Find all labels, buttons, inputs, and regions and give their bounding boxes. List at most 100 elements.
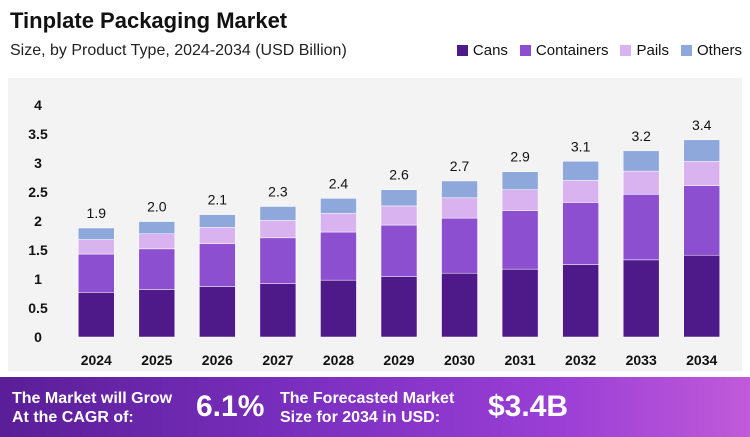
bar-segment-containers <box>683 185 720 256</box>
bar-segment-cans <box>138 289 176 338</box>
bar-total-label: 2.9 <box>510 149 530 165</box>
bar-total-label: 2.7 <box>450 158 470 174</box>
x-tick-label: 2025 <box>141 352 172 368</box>
x-tick-label: 2032 <box>565 352 596 368</box>
y-tick-label: 3 <box>34 155 42 171</box>
x-tick-label: 2026 <box>202 352 233 368</box>
legend-label-containers: Containers <box>535 42 609 59</box>
legend-item-pails: Pails <box>620 42 669 59</box>
bar-segment-others <box>562 161 599 181</box>
bar-segment-others <box>138 221 176 235</box>
bar-segment-others <box>380 189 418 207</box>
bar-total-label: 2.0 <box>147 199 167 215</box>
bar-segment-containers <box>441 217 478 274</box>
bar-segment-containers <box>501 210 539 270</box>
cagr-label-line1: The Market will Grow <box>12 390 173 407</box>
cagr-label: The Market will Grow At the CAGR of: <box>12 389 172 427</box>
bar-segment-cans <box>683 254 720 338</box>
bar-segment-cans <box>78 292 115 338</box>
bar-segment-pails <box>562 180 599 203</box>
bar-segment-pails <box>380 205 418 226</box>
y-tick-label: 0 <box>34 329 42 345</box>
bar-total-label: 2.4 <box>329 175 349 191</box>
legend-item-cans: Cans <box>456 42 508 59</box>
bar-total-label: 2.3 <box>268 184 288 200</box>
bar-total-label: 3.4 <box>692 117 712 133</box>
x-tick-label: 2030 <box>444 352 475 368</box>
bar-segment-others <box>320 198 357 214</box>
bar-total-label: 3.1 <box>571 138 591 154</box>
bar-segment-cans <box>622 259 660 338</box>
forecast-label-line2: Size for 2034 in USD: <box>280 409 441 426</box>
x-tick-label: 2033 <box>626 352 657 368</box>
bar-segment-cans <box>380 276 418 338</box>
bar-segment-others <box>78 227 115 240</box>
x-tick-label: 2027 <box>262 352 293 368</box>
x-tick-label: 2028 <box>323 352 354 368</box>
bar-total-label: 1.9 <box>87 205 107 221</box>
y-tick-label: 2.5 <box>28 184 48 200</box>
x-tick-label: 2031 <box>505 352 536 368</box>
bar-segment-containers <box>138 248 176 290</box>
bar-segment-pails <box>501 189 539 211</box>
bar-total-label: 3.2 <box>631 128 651 144</box>
bar-segment-others <box>683 139 720 162</box>
y-tick-label: 2 <box>34 213 42 229</box>
chart-subtitle: Size, by Product Type, 2024-2034 (USD Bi… <box>10 42 347 59</box>
bar-segment-pails <box>441 197 478 219</box>
bar-segment-others <box>622 150 660 172</box>
bar-segment-cans <box>441 272 478 338</box>
legend-swatch-others <box>680 45 692 56</box>
bar-segment-containers <box>78 253 115 293</box>
bar-total-label: 2.1 <box>208 192 228 208</box>
bar-segment-pails <box>622 170 660 195</box>
bar-segment-pails <box>320 213 357 233</box>
cagr-label-line2: At the CAGR of: <box>12 409 134 426</box>
legend-swatch-containers <box>519 45 531 56</box>
legend-item-containers: Containers <box>519 42 609 59</box>
bar-segment-containers <box>562 202 599 265</box>
cagr-value: 6.1% <box>196 390 265 423</box>
bar-total-label: 2.6 <box>389 167 409 183</box>
chart-panel: 0 0.5 1 1.5 2 2.5 3 3.5 4 1.9 2024 2.0 2025 2.1 2026 2.… <box>8 78 742 371</box>
bar-segment-pails <box>78 239 115 255</box>
legend-swatch-pails <box>620 45 632 56</box>
bar-segment-cans <box>199 286 236 338</box>
legend-swatch-cans <box>456 45 468 56</box>
legend-label-cans: Cans <box>472 42 508 59</box>
bar-segment-containers <box>259 237 297 284</box>
bar-segment-pails <box>138 233 176 250</box>
forecast-value: $3.4B <box>488 390 569 423</box>
summary-banner: The Market will Grow At the CAGR of: 6.1… <box>0 377 750 437</box>
chart-legend: Cans Containers Pails Others <box>456 42 742 59</box>
bar-segment-pails <box>259 220 297 239</box>
legend-item-others: Others <box>680 42 742 59</box>
x-tick-label: 2034 <box>686 352 717 368</box>
bar-segment-others <box>259 206 297 221</box>
bar-segment-containers <box>199 243 236 287</box>
bar-segment-containers <box>320 231 357 281</box>
bar-segment-others <box>501 171 539 190</box>
y-tick-label: 4 <box>34 97 42 113</box>
bar-segment-others <box>441 180 478 199</box>
x-tick-label: 2029 <box>383 352 414 368</box>
bar-segment-pails <box>199 227 236 244</box>
chart-title: Tinplate Packaging Market <box>10 8 288 33</box>
bar-segment-pails <box>683 161 720 186</box>
bar-segment-cans <box>320 279 357 338</box>
forecast-label: The Forecasted Market Size for 2034 in U… <box>280 389 454 427</box>
bar-segment-containers <box>622 194 660 261</box>
bar-segment-cans <box>259 283 297 338</box>
y-tick-label: 1.5 <box>28 242 48 258</box>
bar-segment-others <box>199 214 236 228</box>
chart-plot: 0 0.5 1 1.5 2 2.5 3 3.5 4 1.9 2024 2.0 2025 2.1 2026 2.… <box>28 97 720 368</box>
bar-segment-cans <box>501 268 539 338</box>
forecast-label-line1: The Forecasted Market <box>280 390 455 407</box>
legend-label-others: Others <box>696 42 742 59</box>
bar-segment-cans <box>562 264 599 338</box>
y-tick-label: 1 <box>34 271 42 287</box>
x-tick-label: 2024 <box>81 352 112 368</box>
bar-segment-containers <box>380 224 418 277</box>
y-tick-label: 0.5 <box>28 300 48 316</box>
y-tick-label: 3.5 <box>28 126 48 142</box>
